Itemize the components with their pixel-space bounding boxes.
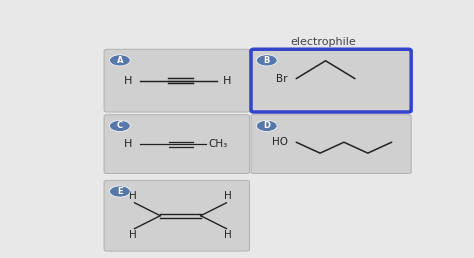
- Circle shape: [256, 55, 277, 66]
- Text: H: H: [129, 191, 137, 201]
- Text: electrophile: electrophile: [291, 37, 356, 47]
- Circle shape: [109, 55, 130, 66]
- Text: HO: HO: [272, 137, 288, 147]
- Text: Br: Br: [276, 74, 288, 84]
- Text: H: H: [224, 191, 232, 201]
- FancyBboxPatch shape: [104, 180, 249, 251]
- Circle shape: [256, 120, 277, 132]
- FancyBboxPatch shape: [251, 115, 411, 174]
- Text: E: E: [117, 187, 123, 196]
- Circle shape: [109, 186, 130, 197]
- FancyBboxPatch shape: [251, 49, 411, 112]
- Text: H: H: [223, 76, 231, 86]
- FancyBboxPatch shape: [104, 49, 249, 112]
- Text: D: D: [263, 122, 270, 131]
- Circle shape: [109, 120, 130, 132]
- FancyBboxPatch shape: [104, 115, 249, 174]
- Text: B: B: [264, 56, 270, 65]
- Text: C: C: [117, 122, 123, 131]
- Text: H: H: [129, 230, 137, 240]
- Text: A: A: [117, 56, 123, 65]
- Text: H: H: [224, 230, 232, 240]
- Text: CH₃: CH₃: [208, 139, 227, 149]
- Text: H: H: [124, 76, 133, 86]
- Text: H: H: [124, 139, 133, 149]
